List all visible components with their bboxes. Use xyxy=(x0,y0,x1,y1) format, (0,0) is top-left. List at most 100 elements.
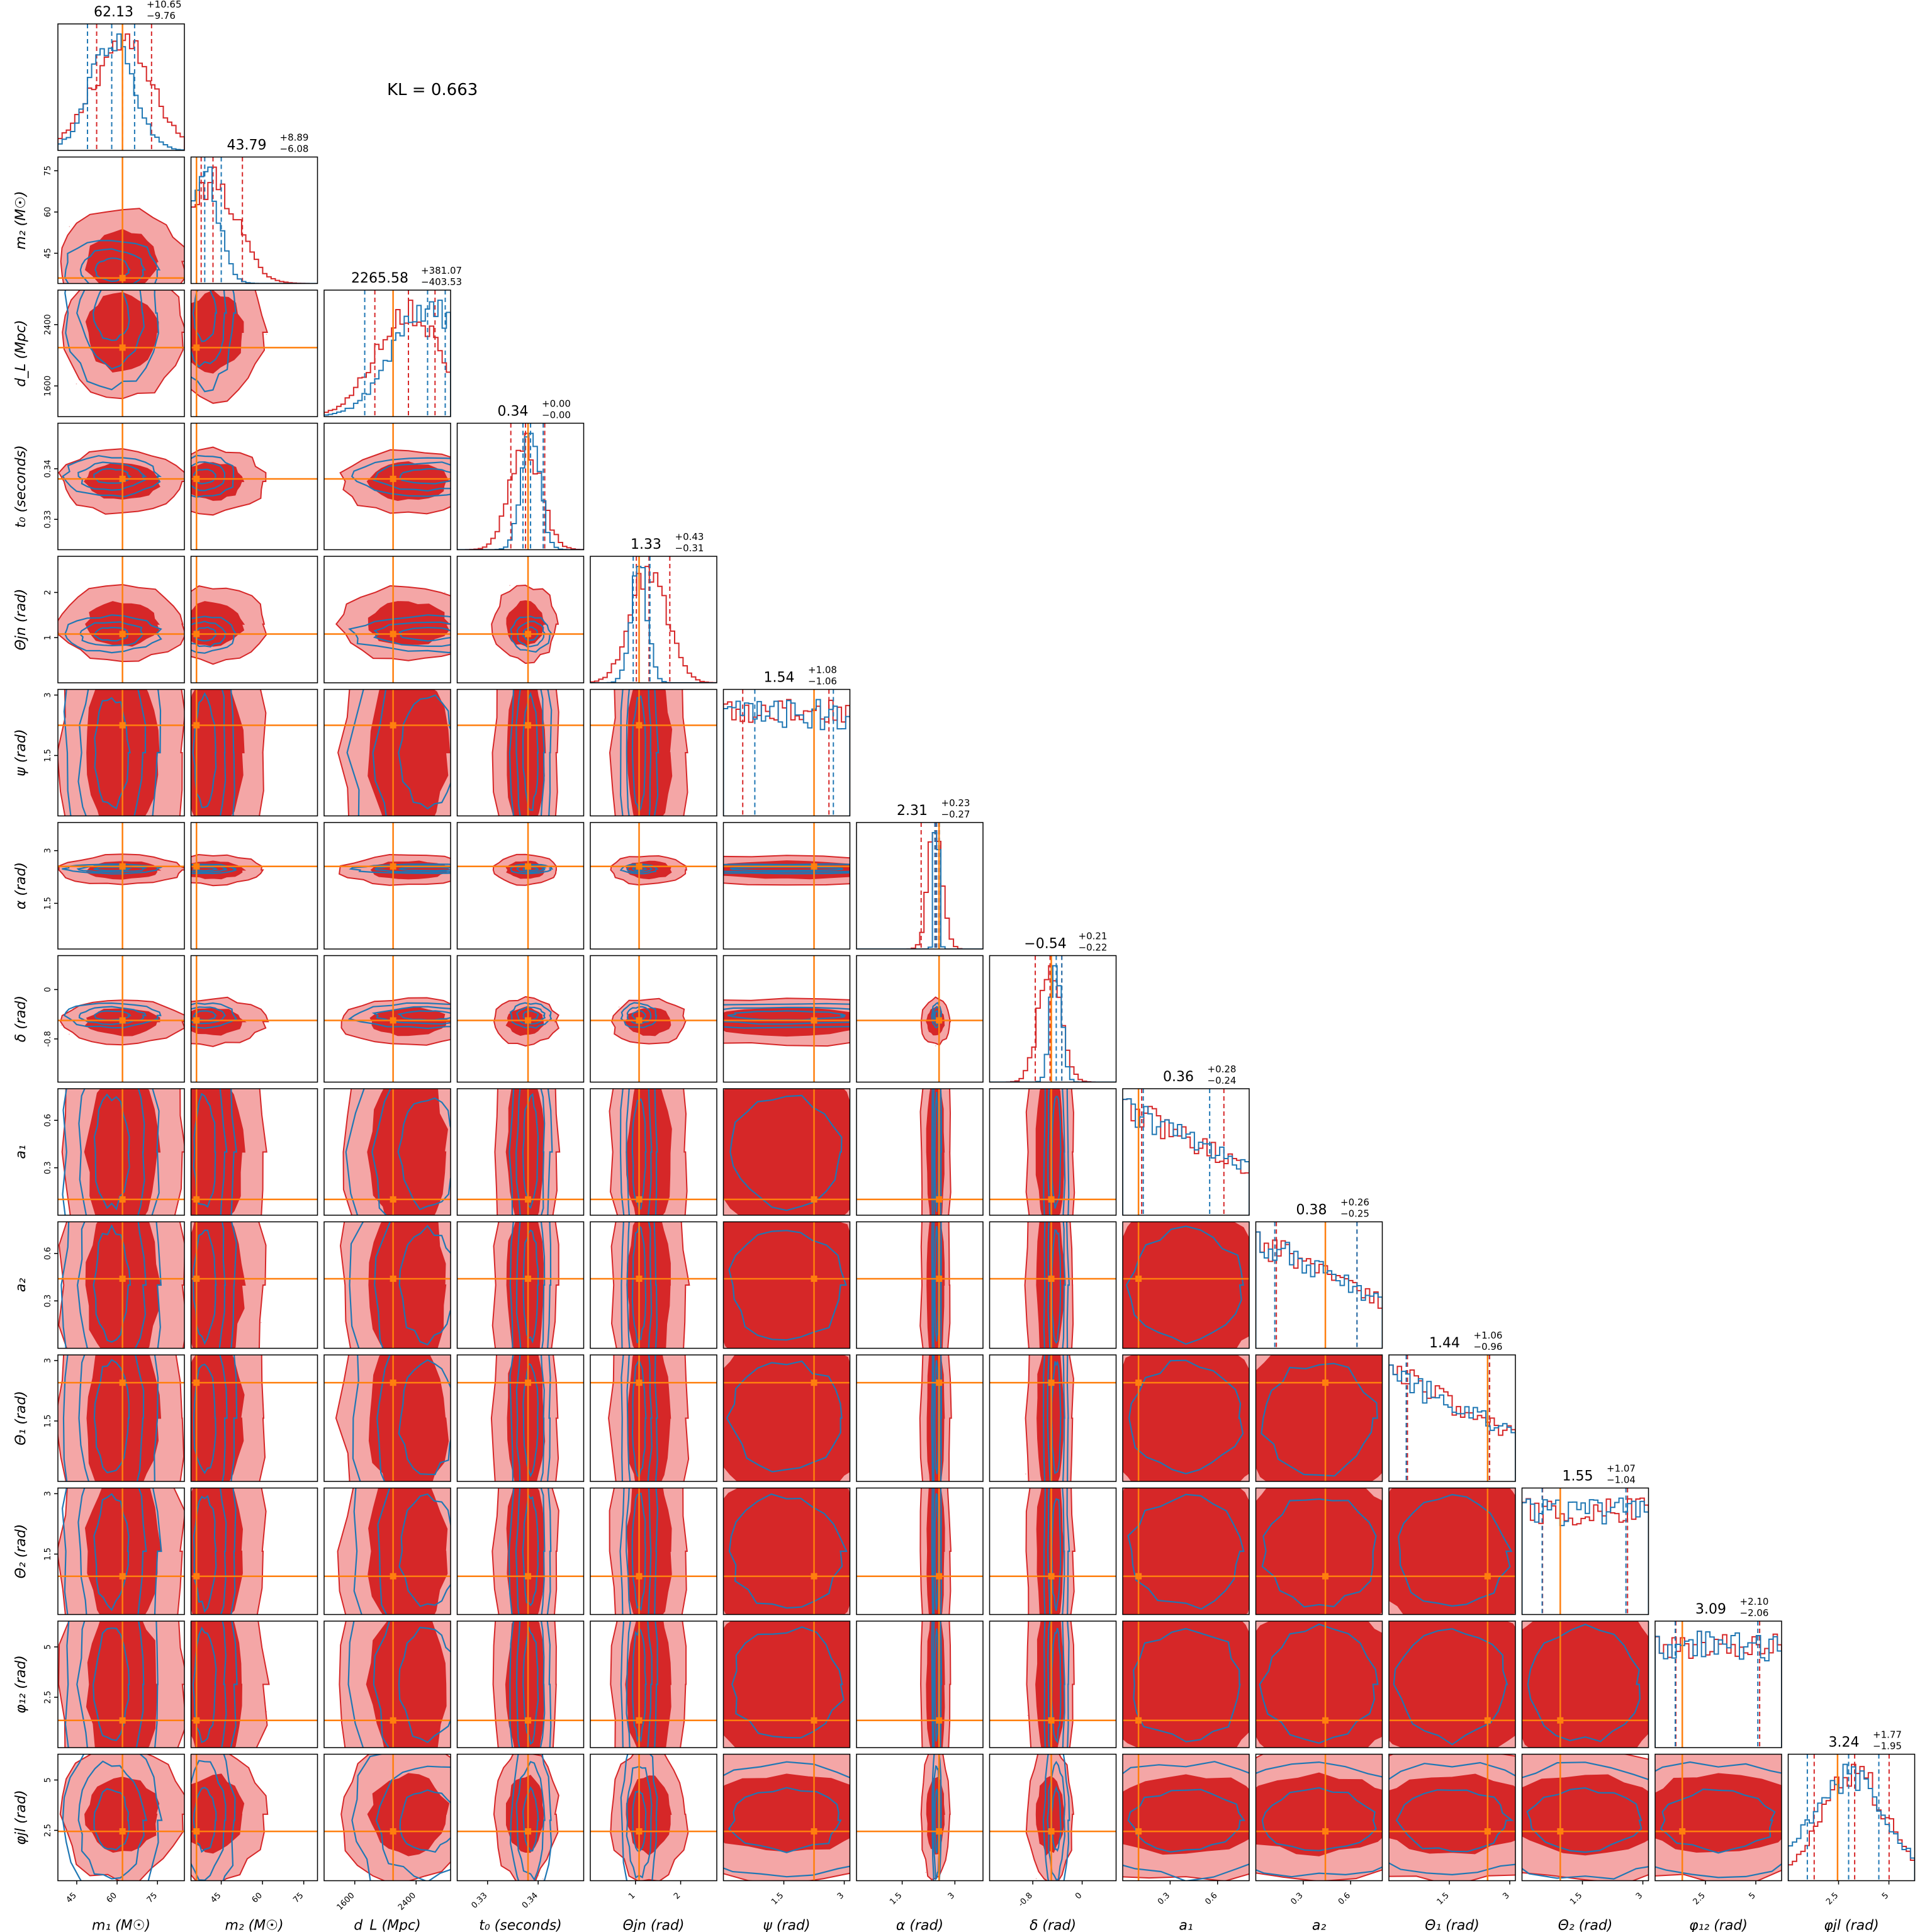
truth-marker xyxy=(636,722,643,729)
diag-panel-7: −0.54 +0.21−0.22 xyxy=(989,931,1117,1083)
pair-panel-7-1 xyxy=(185,955,318,1083)
pair-panel-5-0: 1.53ψ (rad) xyxy=(13,688,185,817)
panel-frame xyxy=(190,688,318,817)
param-title: 43.79 xyxy=(227,138,267,154)
diag-panel-4: 1.33 +0.43−0.31 xyxy=(590,531,717,683)
sample-point xyxy=(189,862,191,863)
truth-marker xyxy=(193,863,200,870)
sample-point xyxy=(120,284,121,286)
y-tick-label: 1.5 xyxy=(43,749,53,762)
panel-frame xyxy=(456,822,585,950)
contour-blue xyxy=(63,689,162,816)
panel-contents xyxy=(187,423,318,550)
contour-blue xyxy=(374,865,451,873)
sample-point xyxy=(452,875,453,876)
truth-marker xyxy=(193,475,200,482)
hist-red-series xyxy=(58,33,184,150)
contour-blue xyxy=(191,621,228,648)
y-tick-label: 75 xyxy=(43,166,53,176)
hist-blue-series xyxy=(191,166,318,284)
sample-point xyxy=(451,628,452,629)
contour-blue xyxy=(522,1010,539,1021)
pair-panel-7-4 xyxy=(590,955,717,1083)
contour-blue xyxy=(398,626,451,642)
contour-blue xyxy=(399,468,451,485)
contour-blue xyxy=(191,461,226,491)
sample-point xyxy=(189,305,190,306)
y-tick-label: 1 xyxy=(43,635,53,640)
sample-point xyxy=(94,285,96,286)
diag-panel-5: 1.54 +1.08−1.06 xyxy=(722,665,851,817)
contour-blue xyxy=(522,866,539,872)
pair-panel-5-1 xyxy=(190,688,318,817)
contour-blue xyxy=(632,866,648,872)
pair-panel-7-3 xyxy=(456,955,585,1083)
panel-frame xyxy=(856,822,984,950)
pair-panel-6-3 xyxy=(456,822,585,950)
sample-point xyxy=(188,470,189,471)
contour-blue xyxy=(398,866,451,872)
title-minus-error: −0.22 xyxy=(1079,942,1108,953)
hist-red-series xyxy=(856,832,983,949)
pair-panel-8-0: 0.30.6a₁ xyxy=(13,1088,185,1216)
contour-blue xyxy=(79,621,144,647)
sample-point xyxy=(182,873,183,874)
contour-blue xyxy=(723,1006,850,1025)
contour-blue xyxy=(77,689,147,816)
truth-marker xyxy=(119,475,126,482)
pair-panel-6-5 xyxy=(722,822,851,950)
title-plus-error: +8.89 xyxy=(280,132,309,143)
y-tick-label: -0.8 xyxy=(43,1031,53,1047)
sample-point xyxy=(135,285,137,286)
sample-point xyxy=(69,226,70,227)
sample-point xyxy=(266,334,267,335)
panel-contents xyxy=(185,955,318,1082)
panel-frame xyxy=(456,955,585,1083)
truth-marker xyxy=(119,1017,126,1024)
contour-blue xyxy=(64,240,161,284)
panel-frame xyxy=(57,156,185,284)
panel-contents xyxy=(58,823,184,949)
contour-blue xyxy=(191,454,235,498)
sample-point xyxy=(459,484,461,485)
sample-point xyxy=(187,478,188,479)
title-plus-error: +0.00 xyxy=(542,398,571,410)
panel-contents xyxy=(324,955,451,1082)
pair-panel-7-5 xyxy=(722,955,851,1083)
sample-point xyxy=(152,286,154,288)
hist-blue-series xyxy=(989,965,1116,1082)
title-plus-error: +0.43 xyxy=(675,531,704,542)
y-tick-label: 1600 xyxy=(43,376,53,396)
panel-contents xyxy=(58,290,184,417)
param-title: 0.34 xyxy=(498,404,529,420)
truth-marker xyxy=(390,722,396,729)
title-plus-error: +0.23 xyxy=(941,797,970,809)
y-axis-label: α (rad) xyxy=(13,862,29,909)
contour-blue xyxy=(62,455,162,498)
y-tick-label: 0 xyxy=(43,987,53,992)
contour-blue xyxy=(522,626,539,642)
panel-frame xyxy=(989,955,1117,1083)
sample-point xyxy=(185,1022,186,1023)
panel-contents xyxy=(58,689,184,816)
panel-contents xyxy=(191,157,318,284)
y-tick-label: 0.33 xyxy=(43,510,53,529)
title-plus-error: +0.21 xyxy=(1079,931,1108,942)
truth-marker xyxy=(390,1017,396,1024)
sample-point xyxy=(189,308,190,309)
panel-frame xyxy=(57,688,185,817)
panel-contents xyxy=(723,689,850,816)
sample-point xyxy=(187,872,188,873)
title-minus-error: −0.27 xyxy=(941,809,970,820)
sample-point xyxy=(509,585,511,587)
contour-blue xyxy=(93,626,130,642)
pair-panel-6-0: 1.53α (rad) xyxy=(13,822,185,950)
sample-point xyxy=(188,873,189,875)
sample-point xyxy=(185,876,186,877)
param-title: −0.54 xyxy=(1024,936,1066,952)
panel-contents xyxy=(590,689,717,816)
contour-blue xyxy=(191,1006,227,1025)
